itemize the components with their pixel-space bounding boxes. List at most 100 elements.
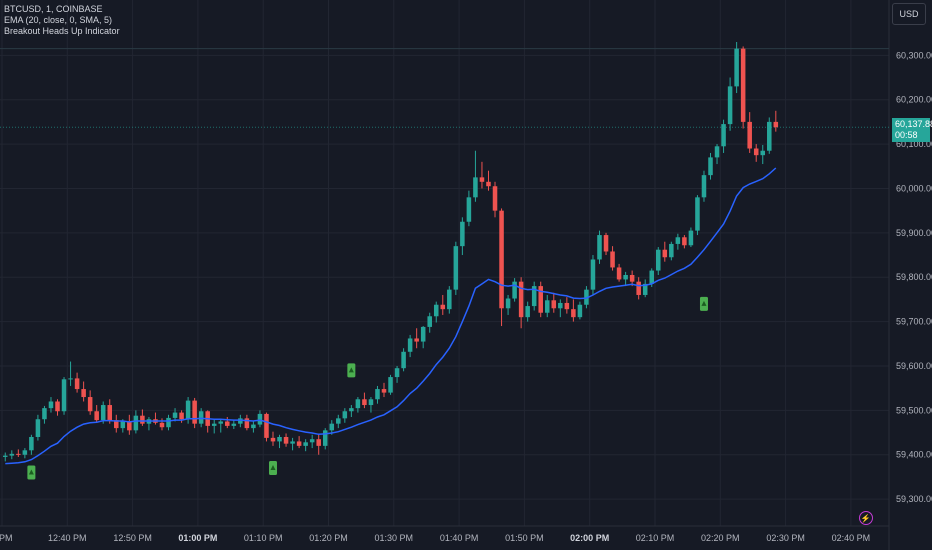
candle-body — [714, 146, 720, 158]
x-tick-label: 01:20 PM — [309, 533, 348, 543]
candle-body — [558, 302, 563, 309]
candle-body — [290, 441, 295, 444]
candle-body — [682, 237, 687, 246]
x-tick-label: 02:40 PM — [832, 533, 871, 543]
candle-body — [486, 181, 491, 187]
candle-body — [695, 197, 700, 231]
x-tick-label: 02:20 PM — [701, 533, 740, 543]
y-tick-label: 59,900.00 — [896, 228, 932, 238]
candle-body — [597, 235, 602, 260]
candle-body — [427, 316, 432, 327]
y-tick-label: 60,000.00 — [896, 183, 932, 193]
candle-body — [721, 124, 726, 147]
candle-body — [381, 389, 387, 393]
candle-body — [3, 455, 8, 457]
candle-body — [688, 230, 694, 246]
candle-body — [211, 423, 217, 426]
candle-body — [368, 399, 374, 406]
x-tick-label: 02:00 PM — [570, 533, 609, 543]
candle-body — [512, 281, 517, 299]
candle-body — [531, 286, 537, 307]
candle-body — [29, 436, 34, 451]
candle-body — [727, 86, 733, 125]
currency-button[interactable]: USD — [892, 3, 926, 25]
candle-body — [499, 210, 504, 309]
y-tick-label: 59,800.00 — [896, 272, 932, 282]
candle-body — [466, 197, 472, 222]
y-tick-label: 60,300.00 — [896, 50, 932, 60]
candle-body — [42, 408, 47, 420]
x-tick-label: 12:50 PM — [113, 533, 152, 543]
candle-body — [538, 286, 543, 313]
y-tick-label: 59,600.00 — [896, 361, 932, 371]
candle-body — [342, 411, 348, 419]
candle-body — [669, 243, 674, 258]
candle-body — [303, 442, 308, 446]
x-tick-label: 01:30 PM — [375, 533, 414, 543]
candle-body — [81, 389, 86, 398]
candle-body — [616, 267, 622, 280]
y-tick-label: 59,500.00 — [896, 405, 932, 415]
candle-body — [22, 450, 28, 455]
candle-body — [133, 415, 139, 431]
candle-body — [140, 415, 145, 424]
candle-body — [636, 281, 641, 295]
candle-body — [336, 418, 341, 424]
candle-body — [734, 48, 739, 87]
candle-body — [362, 399, 367, 406]
candle-body — [185, 400, 191, 420]
candle-body — [100, 405, 106, 421]
candle-body — [251, 424, 256, 429]
candle-body — [74, 378, 80, 390]
candle-body — [296, 441, 302, 446]
candle-body — [656, 249, 661, 271]
candle-body — [309, 439, 315, 443]
candle-body — [603, 235, 609, 252]
candle-body — [166, 417, 171, 428]
candle-body — [257, 413, 263, 425]
candle-body — [642, 283, 648, 295]
candle-body — [649, 270, 654, 284]
y-tick-label: 60,200.00 — [896, 95, 932, 105]
x-tick-label: 0 PM — [0, 533, 13, 543]
candle-body — [525, 306, 530, 318]
candle-body — [767, 121, 772, 151]
candle-body — [192, 400, 197, 424]
candle-body — [414, 338, 419, 342]
candle-body — [753, 148, 759, 156]
lightning-icon[interactable]: ⚡ — [858, 511, 873, 525]
candle-body — [329, 423, 335, 431]
candle-body — [322, 430, 328, 446]
candle-body — [231, 423, 237, 426]
candle-body — [460, 221, 465, 247]
candle-body — [244, 418, 250, 429]
x-tick-label: 12:40 PM — [48, 533, 87, 543]
candle-body — [773, 121, 779, 128]
y-tick-label: 60,100.00 — [896, 139, 932, 149]
candle-body — [623, 275, 628, 280]
candle-body — [218, 421, 224, 424]
candle-body — [61, 379, 67, 412]
candle-body — [225, 421, 230, 426]
candle-body — [473, 177, 478, 198]
ema-study-label[interactable]: EMA (20, close, 0, SMA, 5) — [4, 15, 113, 25]
y-tick-label: 59,300.00 — [896, 494, 932, 504]
candle-body — [375, 389, 380, 400]
candle-body — [9, 453, 15, 456]
candle-body — [316, 439, 321, 446]
candle-body — [198, 411, 204, 424]
candle-body — [48, 401, 54, 409]
indicator-study-label[interactable]: Breakout Heads Up Indicator — [4, 26, 120, 36]
candle-body — [571, 309, 576, 318]
candle-body — [584, 289, 589, 305]
x-tick-label: 02:30 PM — [766, 533, 805, 543]
candle-body — [114, 420, 119, 429]
x-tick-label: 01:00 PM — [178, 533, 217, 543]
candle-body — [401, 351, 406, 369]
candle-body — [492, 186, 498, 211]
symbol-label[interactable]: BTCUSD, 1, COINBASE — [4, 4, 103, 14]
candle-body — [675, 237, 681, 244]
candle-body — [94, 411, 99, 421]
candle-body — [68, 378, 73, 380]
